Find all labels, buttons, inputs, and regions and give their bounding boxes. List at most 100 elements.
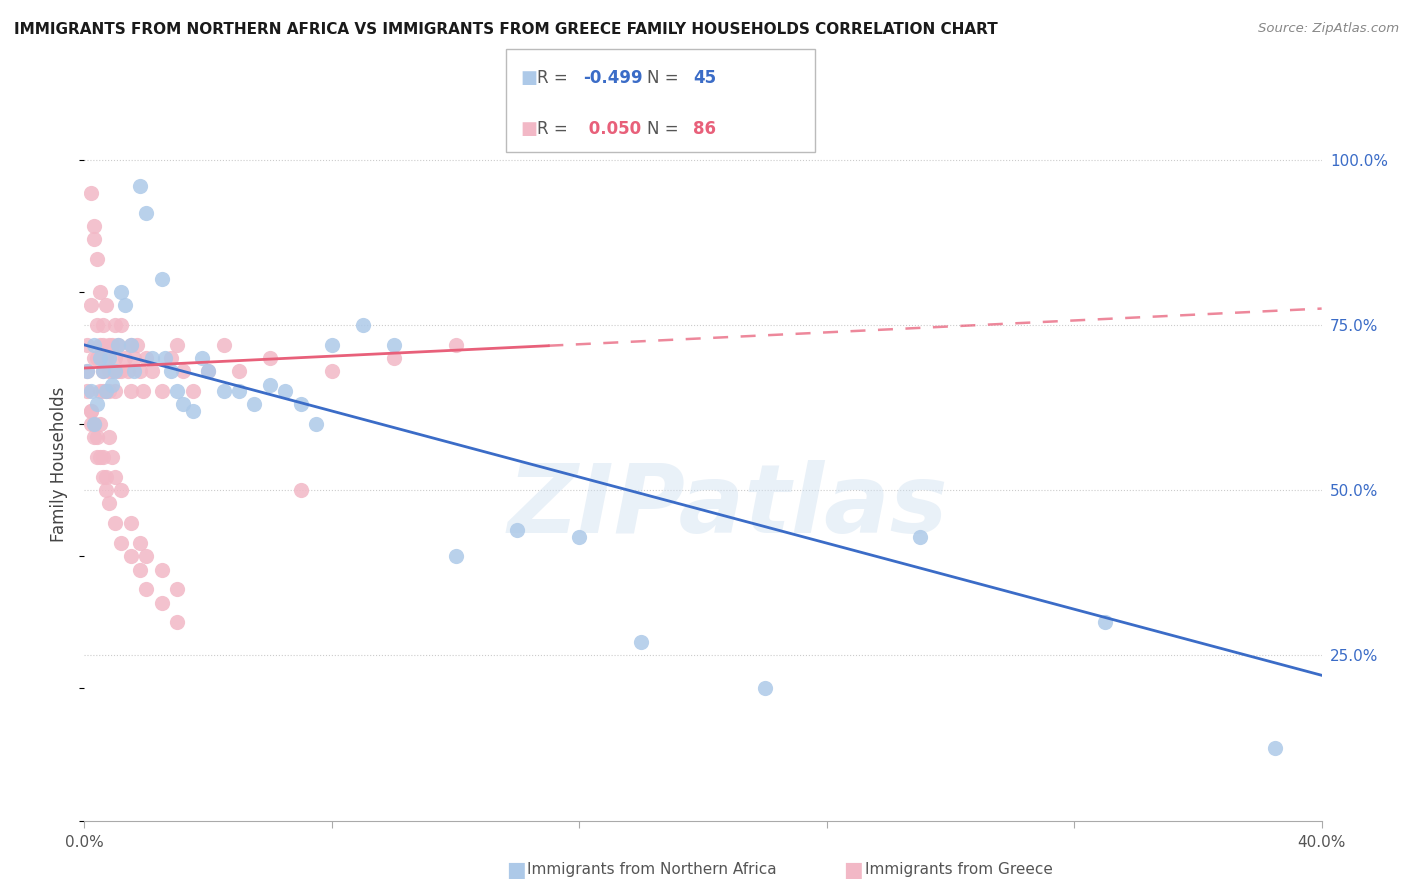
- Point: [94, 470, 117, 484]
- Point: [191, 351, 214, 365]
- Point: [160, 364, 183, 378]
- Point: [110, 483, 132, 498]
- Point: [94, 384, 117, 399]
- Point: [212, 384, 235, 399]
- Text: N =: N =: [647, 120, 683, 138]
- Point: [197, 364, 219, 378]
- Point: [290, 397, 312, 411]
- Text: 45: 45: [693, 69, 716, 87]
- Point: [135, 206, 157, 220]
- Point: [86, 351, 108, 365]
- Point: [150, 384, 173, 399]
- Point: [172, 397, 194, 411]
- Point: [98, 351, 121, 365]
- Point: [153, 351, 176, 365]
- Point: [94, 384, 117, 399]
- Point: [94, 351, 117, 365]
- Point: [129, 364, 152, 378]
- Point: [160, 351, 183, 365]
- Point: [86, 397, 108, 411]
- Point: [120, 549, 142, 564]
- Point: [114, 351, 136, 365]
- Point: [91, 450, 114, 465]
- Point: [166, 384, 188, 399]
- Point: [76, 338, 98, 352]
- Point: [630, 635, 652, 649]
- Text: R =: R =: [537, 69, 574, 87]
- Point: [89, 285, 111, 299]
- Point: [506, 523, 529, 537]
- Point: [172, 364, 194, 378]
- Point: [98, 364, 121, 378]
- Text: ■: ■: [520, 69, 537, 87]
- Point: [91, 470, 114, 484]
- Point: [382, 351, 405, 365]
- Point: [98, 496, 121, 510]
- Point: [91, 338, 114, 352]
- Point: [181, 384, 204, 399]
- Point: [104, 516, 127, 531]
- Point: [141, 351, 163, 365]
- Point: [104, 384, 127, 399]
- Point: [76, 364, 98, 378]
- Point: [83, 417, 105, 432]
- Point: [150, 272, 173, 286]
- Point: [141, 364, 163, 378]
- Point: [83, 338, 105, 352]
- Point: [98, 384, 121, 399]
- Point: [91, 318, 114, 332]
- Point: [83, 219, 105, 233]
- Point: [101, 338, 124, 352]
- Point: [382, 338, 405, 352]
- Point: [321, 338, 343, 352]
- Point: [1264, 741, 1286, 756]
- Point: [89, 417, 111, 432]
- Point: [120, 338, 142, 352]
- Point: [79, 384, 101, 399]
- Point: [150, 596, 173, 610]
- Text: ZIPatlas: ZIPatlas: [508, 460, 948, 553]
- Point: [91, 364, 114, 378]
- Point: [135, 351, 157, 365]
- Point: [98, 338, 121, 352]
- Point: [114, 298, 136, 312]
- Point: [305, 417, 328, 432]
- Point: [86, 450, 108, 465]
- Point: [132, 384, 155, 399]
- Point: [129, 563, 152, 577]
- Point: [83, 232, 105, 246]
- Text: ■: ■: [844, 860, 863, 880]
- Point: [125, 338, 148, 352]
- Point: [120, 338, 142, 352]
- Point: [110, 364, 132, 378]
- Text: N =: N =: [647, 69, 683, 87]
- Point: [94, 298, 117, 312]
- Point: [243, 397, 266, 411]
- Point: [86, 318, 108, 332]
- Point: [79, 404, 101, 418]
- Text: 86: 86: [693, 120, 716, 138]
- Point: [94, 483, 117, 498]
- Y-axis label: Family Households: Family Households: [51, 386, 69, 541]
- Point: [122, 351, 145, 365]
- Point: [107, 338, 129, 352]
- Point: [89, 384, 111, 399]
- Point: [110, 536, 132, 550]
- Point: [101, 450, 124, 465]
- Point: [86, 430, 108, 444]
- Point: [166, 582, 188, 597]
- Point: [76, 364, 98, 378]
- Text: -0.499: -0.499: [583, 69, 643, 87]
- Text: 0.050: 0.050: [583, 120, 641, 138]
- Point: [79, 417, 101, 432]
- Text: Source: ZipAtlas.com: Source: ZipAtlas.com: [1258, 22, 1399, 36]
- Point: [908, 529, 931, 543]
- Point: [101, 364, 124, 378]
- Point: [117, 364, 139, 378]
- Point: [83, 351, 105, 365]
- Point: [754, 681, 776, 696]
- Point: [89, 338, 111, 352]
- Point: [79, 186, 101, 200]
- Point: [259, 351, 281, 365]
- Point: [228, 364, 250, 378]
